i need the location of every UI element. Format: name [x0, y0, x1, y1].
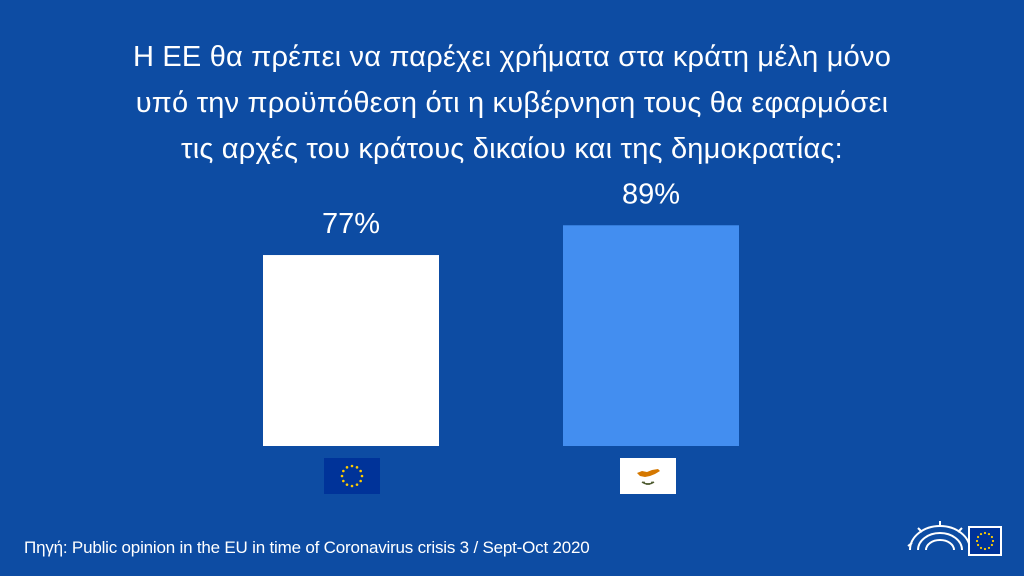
title-line-1: Η ΕΕ θα πρέπει να παρέχει χρήματα στα κρ…	[132, 41, 892, 73]
cyprus-flag-icon	[620, 458, 676, 494]
data-label-eu: 77%	[322, 208, 380, 240]
chart-title: Η ΕΕ θα πρέπει να παρέχει χρήματα στα κρ…	[40, 34, 984, 172]
eu-flag-icon	[324, 458, 380, 494]
bar-eu	[263, 255, 439, 446]
title-line-2: υπό την προϋπόθεση ότι η κυβέρνηση τους …	[135, 87, 889, 119]
title-line-3: τις αρχές του κράτους δικαίου και της δη…	[181, 133, 843, 165]
data-label-cyprus: 89%	[622, 178, 680, 210]
source-note: Πηγή: Public opinion in the EU in time o…	[24, 538, 590, 557]
bar-cyprus	[563, 225, 739, 446]
european-parliament-logo-icon	[907, 521, 1002, 556]
